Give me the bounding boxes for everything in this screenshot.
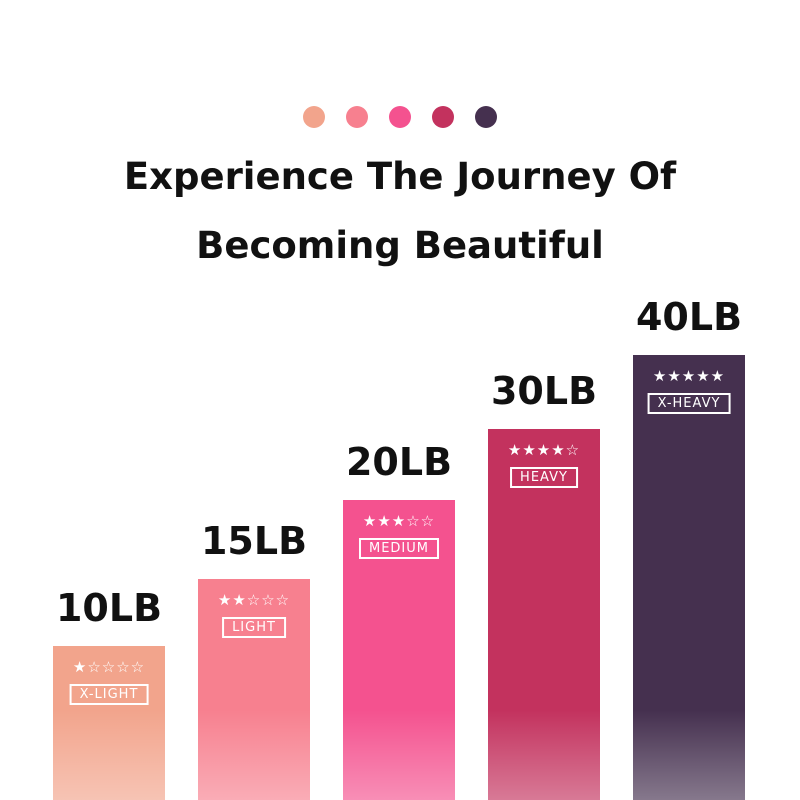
weight-label: 40LB — [635, 295, 743, 339]
color-dot — [346, 106, 368, 128]
star-rating: ★★★★☆ — [507, 441, 581, 459]
color-dots — [0, 106, 800, 128]
star-rating: ★★☆☆☆ — [217, 591, 291, 609]
resistance-bar: 20LB ★★★☆☆ MEDIUM — [343, 440, 455, 800]
color-dot — [432, 106, 454, 128]
color-dot — [475, 106, 497, 128]
resistance-bar: 15LB ★★☆☆☆ LIGHT — [198, 519, 310, 800]
star-rating: ★★★★★ — [652, 367, 726, 385]
resistance-bar: 10LB ★☆☆☆☆ X-LIGHT — [53, 586, 165, 800]
level-badge: MEDIUM — [358, 538, 440, 559]
color-dot — [389, 106, 411, 128]
weight-label: 20LB — [345, 440, 453, 484]
resistance-bar: 40LB ★★★★★ X-HEAVY — [633, 295, 745, 800]
star-rating: ★☆☆☆☆ — [72, 658, 146, 676]
headline-line-2: Becoming Beautiful — [196, 224, 604, 267]
level-badge: X-LIGHT — [69, 684, 149, 705]
weight-label: 30LB — [490, 369, 598, 413]
level-badge: LIGHT — [222, 617, 286, 638]
headline-line-1: Experience The Journey Of — [123, 155, 677, 198]
level-badge: HEAVY — [510, 467, 578, 488]
resistance-bar: 30LB ★★★★☆ HEAVY — [488, 369, 600, 800]
weight-label: 10LB — [55, 586, 163, 630]
star-rating: ★★★☆☆ — [362, 512, 436, 530]
weight-label: 15LB — [200, 519, 308, 563]
color-dot — [303, 106, 325, 128]
level-badge: X-HEAVY — [647, 393, 731, 414]
